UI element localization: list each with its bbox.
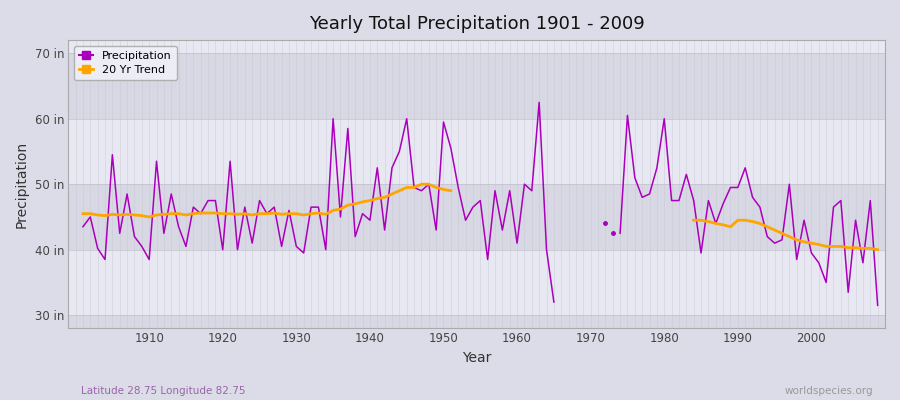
Text: Latitude 28.75 Longitude 82.75: Latitude 28.75 Longitude 82.75 xyxy=(81,386,246,396)
X-axis label: Year: Year xyxy=(462,351,491,365)
Bar xyxy=(68,315,885,328)
Legend: Precipitation, 20 Yr Trend: Precipitation, 20 Yr Trend xyxy=(74,46,177,80)
Bar xyxy=(68,119,885,184)
Bar xyxy=(68,250,885,315)
Title: Yearly Total Precipitation 1901 - 2009: Yearly Total Precipitation 1901 - 2009 xyxy=(309,15,644,33)
Bar xyxy=(68,184,885,250)
Bar xyxy=(68,40,885,53)
Bar xyxy=(68,53,885,119)
Text: worldspecies.org: worldspecies.org xyxy=(785,386,873,396)
Y-axis label: Precipitation: Precipitation xyxy=(15,141,29,228)
